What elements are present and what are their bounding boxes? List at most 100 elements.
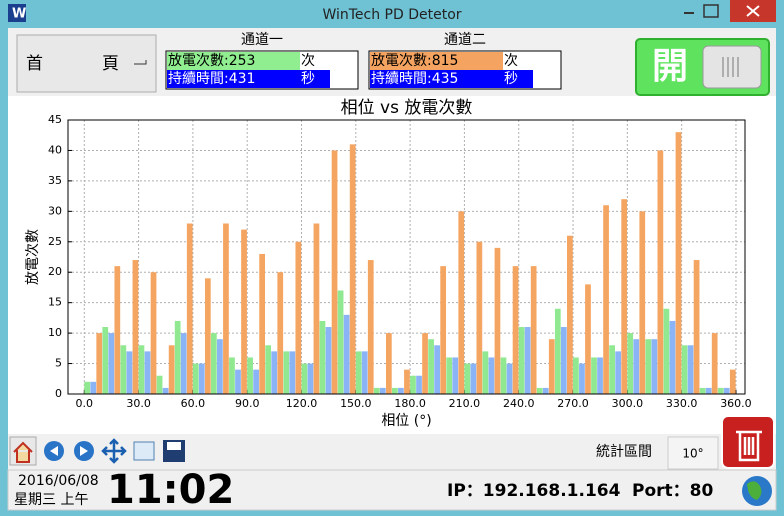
bar [464,363,471,394]
x-tick-label: 120.0 [286,397,318,410]
bar [108,333,115,394]
toggle-label: 開 [652,46,688,87]
close-glyph [746,5,760,17]
toggle-grip [722,57,739,77]
bar [452,357,459,394]
bar [84,381,91,394]
interval-field[interactable] [667,436,719,470]
bar [609,345,615,394]
x-tick-label: 270.0 [557,397,589,410]
configure-tool[interactable] [133,441,155,461]
bar [729,369,736,394]
bar [150,272,157,394]
bar [470,363,477,394]
bar [639,211,646,394]
x-tick-label: 360.0 [720,397,752,410]
bar [307,363,314,394]
y-tick-label: 30 [48,204,62,217]
duration-text: 持續時間:431 [168,71,255,87]
count-bg [370,52,503,70]
bar [530,266,537,394]
bar [241,229,247,394]
bar [265,345,272,394]
bar [476,241,483,394]
y-tick-label: 5 [55,357,62,370]
toggle-knob [702,45,762,89]
bar [271,351,278,394]
y-tick-label: 0 [55,387,62,400]
y-tick-label: 35 [48,174,62,187]
y-tick-label: 15 [48,296,62,309]
bar [162,387,169,394]
bar [373,387,380,394]
bar [693,260,700,394]
maximize[interactable] [703,4,719,18]
bar [717,387,724,394]
home-label-right: 頁 [102,54,119,74]
bar [428,339,434,394]
bar [669,320,676,394]
y-tick-label: 20 [48,265,62,278]
bar [615,351,622,394]
bar [247,357,253,394]
bar [506,363,513,394]
bar [277,272,284,394]
status-bar [7,469,777,511]
bar [434,345,440,394]
x-tick-label: 180.0 [394,397,426,410]
duration-bg [370,70,533,88]
count-bg [167,52,300,70]
bar [567,235,573,394]
bar [174,320,181,394]
bar [657,150,664,394]
bar [591,357,597,394]
x-tick-label: 150.0 [340,397,372,410]
bar [337,290,344,394]
bar [168,345,175,394]
home-label-left: 首 [26,54,43,74]
bar [494,247,501,394]
app-icon [8,4,26,22]
bar [385,333,392,394]
bar [132,260,139,394]
back-tool-icon [50,446,58,456]
status-date: 2016/06/08 [18,473,99,489]
save-tool-label [167,442,181,450]
bar [349,144,356,394]
bar [144,351,151,394]
count-text: 放電次數:253 [168,53,255,69]
bar [651,339,658,394]
bar [343,314,350,394]
bar [186,223,193,394]
bar [392,387,398,394]
bar [283,351,290,394]
bar [361,351,368,394]
bar [398,387,404,394]
bar [675,132,682,394]
y-axis-label: 放電次數 [25,229,41,285]
status-time: 11:02 [107,467,234,513]
duration-unit: 秒 [301,71,315,87]
bar [204,278,211,394]
bar [379,387,386,394]
bar [488,357,495,394]
forward-tool-icon [80,446,88,456]
bar [711,333,718,394]
bar [229,357,235,394]
bar [217,339,223,394]
bar [542,387,549,394]
x-axis-label: 相位 (°) [381,413,431,429]
home-button[interactable] [16,34,157,93]
x-tick-label: 210.0 [449,397,481,410]
bar [687,345,694,394]
bar [331,150,338,394]
bar [482,351,489,394]
bar [90,381,97,394]
bar [126,351,133,394]
count-unit: 次 [504,53,518,69]
y-tick-label: 45 [48,113,62,126]
pan-tool[interactable] [101,438,127,464]
trash-icon [736,430,762,462]
bar [573,357,579,394]
